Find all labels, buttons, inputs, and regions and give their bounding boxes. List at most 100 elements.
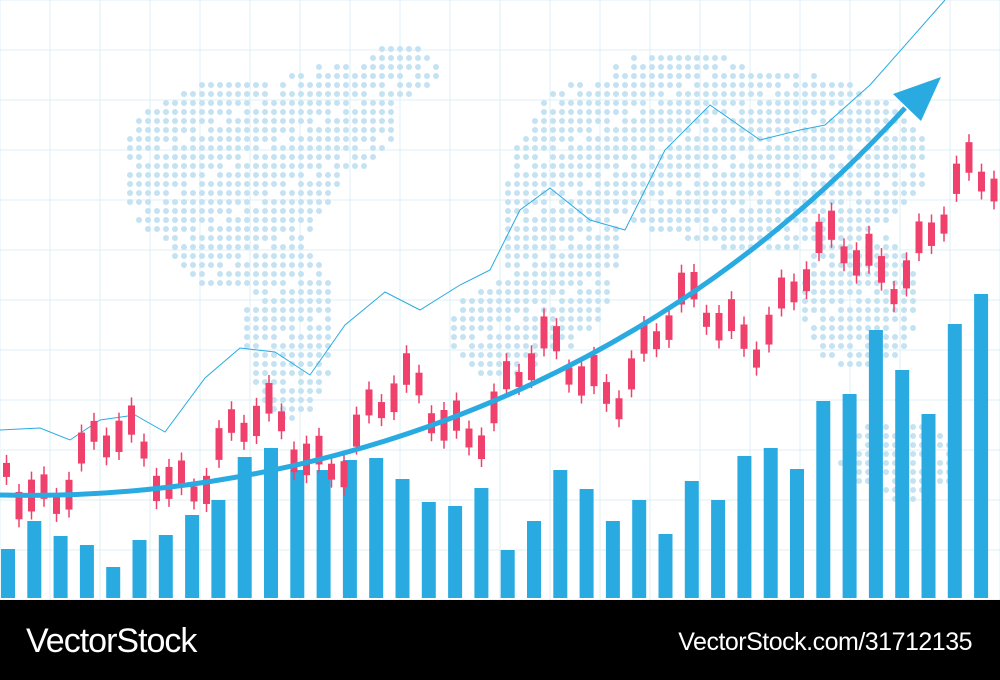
map-dot (379, 109, 385, 115)
map-dot (649, 82, 655, 88)
map-dot (532, 298, 538, 304)
map-dot (244, 181, 250, 187)
map-dot (568, 262, 574, 268)
map-dot (244, 190, 250, 196)
map-dot (559, 253, 565, 259)
map-dot (586, 118, 592, 124)
map-dot (757, 100, 763, 106)
map-dot (163, 136, 169, 142)
map-dot (370, 82, 376, 88)
map-dot (325, 82, 331, 88)
map-dot (802, 235, 808, 241)
map-dot (334, 136, 340, 142)
map-dot (847, 235, 853, 241)
map-dot (910, 181, 916, 187)
map-dot (235, 91, 241, 97)
map-dot (901, 136, 907, 142)
candle-body (115, 420, 123, 452)
map-dot (280, 217, 286, 223)
map-dot (280, 109, 286, 115)
map-dot (532, 118, 538, 124)
map-dot (892, 190, 898, 196)
map-dot (820, 91, 826, 97)
map-dot (244, 208, 250, 214)
map-dot (721, 244, 727, 250)
map-dot (145, 181, 151, 187)
map-dot (811, 154, 817, 160)
map-dot (892, 271, 898, 277)
map-dot (784, 208, 790, 214)
map-dot (280, 127, 286, 133)
map-dot (262, 100, 268, 106)
map-dot (793, 163, 799, 169)
map-dot (271, 334, 277, 340)
map-dot (838, 118, 844, 124)
map-dot (505, 217, 511, 223)
map-dot (847, 316, 853, 322)
map-dot (784, 127, 790, 133)
map-dot (829, 343, 835, 349)
map-dot (838, 343, 844, 349)
map-dot (721, 190, 727, 196)
map-dot (919, 145, 925, 151)
map-dot (307, 397, 313, 403)
map-dot (901, 316, 907, 322)
map-dot (235, 226, 241, 232)
map-dot (505, 289, 511, 295)
map-dot (622, 181, 628, 187)
map-dot (757, 127, 763, 133)
volume-bar (132, 540, 147, 598)
map-dot (307, 154, 313, 160)
map-dot (217, 271, 223, 277)
map-dot (289, 100, 295, 106)
map-dot (217, 181, 223, 187)
map-dot (541, 118, 547, 124)
map-dot (262, 352, 268, 358)
map-dot (658, 118, 664, 124)
map-dot (766, 145, 772, 151)
map-dot (316, 262, 322, 268)
map-dot (784, 136, 790, 142)
map-dot (370, 64, 376, 70)
map-dot (712, 199, 718, 205)
map-dot (838, 361, 844, 367)
map-dot (190, 208, 196, 214)
map-dot (208, 100, 214, 106)
map-dot (181, 181, 187, 187)
map-dot (793, 136, 799, 142)
map-dot (604, 253, 610, 259)
map-dot (829, 280, 835, 286)
map-dot (541, 271, 547, 277)
map-dot (784, 244, 790, 250)
map-dot (586, 127, 592, 133)
map-dot (289, 271, 295, 277)
map-dot (793, 172, 799, 178)
map-dot (937, 460, 943, 466)
map-dot (415, 73, 421, 79)
map-dot (262, 154, 268, 160)
map-dot (667, 109, 673, 115)
map-dot (937, 469, 943, 475)
map-dot (721, 91, 727, 97)
candle-body (328, 463, 335, 480)
map-dot (604, 145, 610, 151)
map-dot (577, 271, 583, 277)
map-dot (406, 64, 412, 70)
map-dot (577, 244, 583, 250)
map-dot (325, 289, 331, 295)
map-dot (703, 154, 709, 160)
map-dot (586, 316, 592, 322)
map-dot (703, 235, 709, 241)
map-dot (505, 325, 511, 331)
map-dot (334, 163, 340, 169)
map-dot (883, 325, 889, 331)
map-dot (316, 136, 322, 142)
candle-body (878, 256, 885, 283)
map-dot (181, 163, 187, 169)
map-dot (820, 343, 826, 349)
map-dot (703, 82, 709, 88)
map-dot (460, 325, 466, 331)
map-dot (253, 226, 259, 232)
map-dot (208, 163, 214, 169)
map-dot (856, 181, 862, 187)
